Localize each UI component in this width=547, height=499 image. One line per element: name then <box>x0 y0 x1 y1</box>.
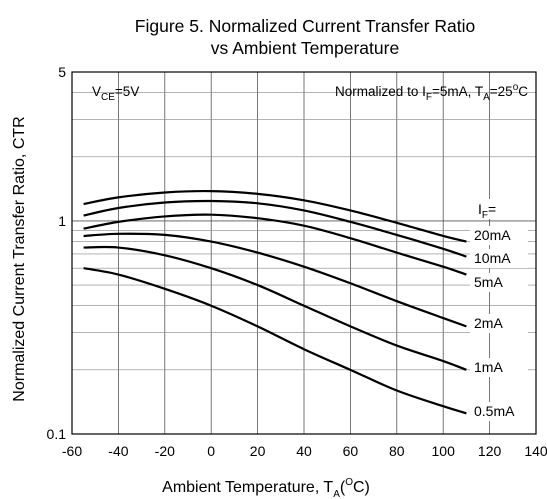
series-label-bg <box>470 226 528 245</box>
curve-labels: 20mA 10mA 5mA 2mA 1mA 0.5mA <box>470 226 528 421</box>
x-tick-label: 0 <box>207 443 215 459</box>
chart-title-line1: Figure 5. Normalized Current Transfer Ra… <box>135 16 475 36</box>
x-tick-label: 100 <box>432 443 456 459</box>
plot-area <box>71 71 537 435</box>
x-tick-label: -20 <box>155 443 175 459</box>
series-label-bg <box>470 358 528 377</box>
legend-header-main: I <box>478 201 482 217</box>
norm-sup: o <box>513 82 519 93</box>
series-label-1mA: 1mA <box>474 359 503 375</box>
legend-header: IF= <box>478 201 496 221</box>
vce-sub: CE <box>101 92 115 103</box>
normalized-annotation: Normalized to IF=5mA, TA=25oC <box>335 82 528 103</box>
chart-title-line2: vs Ambient Temperature <box>211 38 399 58</box>
x-axis-label: Ambient Temperature, TA(OC) <box>162 477 370 499</box>
norm-mid: =5mA, T <box>432 84 483 99</box>
x-axis-label-sup: O <box>345 477 353 488</box>
norm-sub1: F <box>426 92 432 103</box>
series-line-1mA <box>83 245 467 371</box>
vce-rest: =5V <box>115 84 139 99</box>
norm-prefix: Normalized to I <box>335 84 426 99</box>
x-tick-labels: -60 -40 -20 0 20 40 60 80 100 120 140 <box>62 443 547 459</box>
series-label-0p5mA: 0.5mA <box>474 403 515 419</box>
series-line-0p5mA <box>83 267 467 415</box>
x-tick-label: 20 <box>250 443 266 459</box>
x-axis-label-close: C) <box>353 479 370 496</box>
y-tick-label: 0.1 <box>47 426 67 442</box>
x-tick-label: 60 <box>343 443 359 459</box>
legend-header-sub: F <box>482 210 488 221</box>
series-label-bg <box>470 273 528 292</box>
curves <box>83 189 467 415</box>
x-tick-label: 120 <box>478 443 502 459</box>
series-line-20mA <box>83 189 467 243</box>
series-label-5mA: 5mA <box>474 274 503 290</box>
grid <box>72 72 536 434</box>
series-label-bg <box>470 249 528 268</box>
series-line-2mA <box>83 232 467 328</box>
series-label-2mA: 2mA <box>474 315 503 331</box>
y-axis-label: Normalized Current Transfer Ratio, CTR <box>11 116 28 401</box>
x-tick-label: -60 <box>62 443 82 459</box>
norm-sub2: A <box>483 92 490 103</box>
y-tick-label: 1 <box>58 213 66 229</box>
y-tick-labels: 510.1 <box>47 64 67 442</box>
plot-frame <box>71 71 537 435</box>
series-line-5mA <box>83 213 467 276</box>
vce-annotation: VCE=5V <box>92 84 139 103</box>
legend-header-rest: = <box>488 201 496 217</box>
x-tick-label: 80 <box>389 443 405 459</box>
y-tick-label: 5 <box>58 64 66 80</box>
series-label-bg <box>470 314 528 333</box>
series-label-bg <box>470 402 528 421</box>
norm-eq: =25 <box>490 84 513 99</box>
x-tick-label: 140 <box>524 443 547 459</box>
x-axis-label-open: ( <box>340 479 346 496</box>
x-axis-label-sub: A <box>333 489 340 499</box>
series-label-20mA: 20mA <box>474 227 511 243</box>
legend-header-bg <box>474 199 514 219</box>
series-label-10mA: 10mA <box>474 250 511 266</box>
norm-unit: C <box>518 84 528 99</box>
x-tick-label: -40 <box>108 443 128 459</box>
x-tick-label: 40 <box>296 443 312 459</box>
x-axis-label-main: Ambient Temperature, T <box>162 479 333 496</box>
vce-main: V <box>92 84 101 99</box>
series-line-10mA <box>83 199 467 258</box>
